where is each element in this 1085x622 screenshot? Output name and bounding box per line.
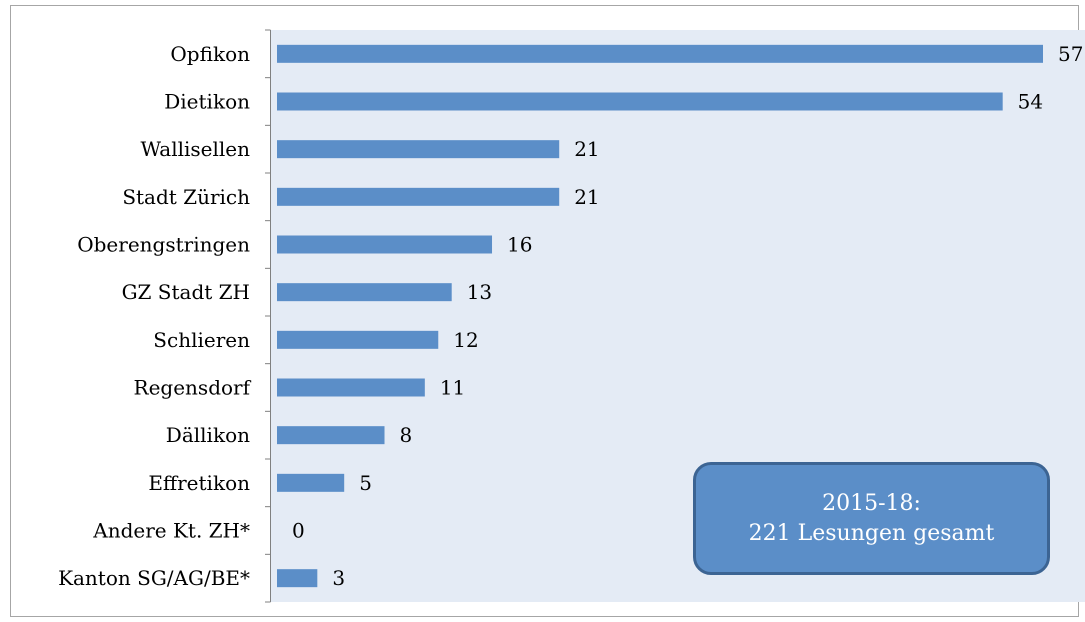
bar [277,473,345,492]
category-label: Kanton SG/AG/BE* [58,566,250,590]
value-label: 11 [440,376,465,400]
bar [277,330,439,349]
bar [277,187,560,206]
category-label: Schlieren [153,328,250,352]
category-labels: Opfikon Dietikon Wallisellen Stadt Zürich Ob… [58,42,252,590]
category-label: Oberengstringen [77,233,250,257]
value-label: 3 [332,566,345,590]
value-label: 5 [359,471,372,495]
category-label: Dietikon [164,90,250,114]
category-label: GZ Stadt ZH [122,280,250,304]
total-annotation-box: 2015-18: 221 Lesungen gesamt [693,462,1050,575]
bar [277,235,493,254]
category-label: Stadt Zürich [122,185,250,209]
bars [277,44,1043,588]
value-label: 54 [1018,90,1043,114]
category-label: Andere Kt. ZH* [92,519,250,543]
bar [277,378,425,397]
category-label: Dällikon [166,423,250,447]
value-label: 13 [467,280,492,304]
value-label: 57 [1058,42,1083,66]
value-label: 0 [292,519,305,543]
category-label: Regensdorf [134,376,252,400]
value-labels: 57 54 21 21 16 13 12 11 8 5 0 3 [292,42,1083,590]
bar [277,44,1043,63]
category-label: Wallisellen [140,137,250,161]
value-label: 21 [574,137,599,161]
bar [277,92,1003,111]
bar [277,283,452,302]
value-label: 21 [574,185,599,209]
bar [277,569,318,588]
value-label: 8 [400,423,413,447]
bar [277,426,385,445]
category-label: Effretikon [148,471,250,495]
y-axis-ticks [265,29,271,603]
annotation-line-2: 221 Lesungen gesamt [748,520,995,546]
annotation-line-1: 2015-18: [822,490,921,516]
value-label: 16 [507,233,532,257]
category-label: Opfikon [170,42,250,66]
bar [277,140,560,159]
value-label: 12 [453,328,478,352]
